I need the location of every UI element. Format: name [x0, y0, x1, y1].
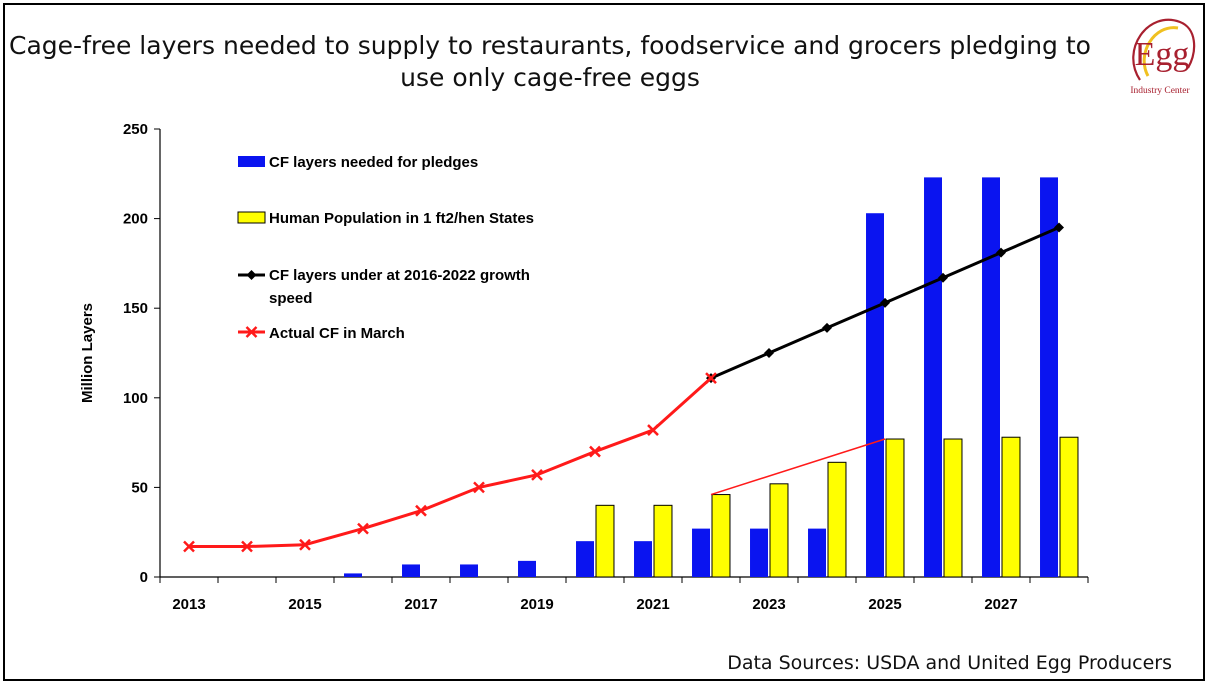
trend-annotation-line — [710, 438, 886, 496]
bar-pledges-2018 — [460, 564, 478, 577]
bar-pledges-2020 — [576, 541, 594, 577]
bar-population-2020 — [595, 504, 615, 578]
x-tick-label: 2027 — [984, 596, 1017, 613]
chart-title: Cage-free layers needed to supply to res… — [0, 30, 1100, 94]
x-tick-label: 2017 — [404, 596, 437, 613]
bar-pledges-2024 — [808, 528, 826, 577]
point-actual-2018 — [473, 481, 485, 494]
line-actual-series — [189, 376, 713, 549]
point-growth-2024 — [822, 322, 832, 333]
point-actual-2020 — [589, 445, 601, 458]
x-tick-label: 2021 — [636, 596, 669, 613]
bar-pledges-2025 — [866, 213, 884, 577]
x-tick-label: 2025 — [868, 596, 901, 613]
bar-pledges-2022 — [692, 528, 710, 577]
bar-population-2021 — [653, 504, 673, 578]
point-actual-2021 — [647, 424, 659, 436]
point-actual-2014 — [241, 540, 253, 553]
bar-population-2024 — [827, 461, 847, 578]
x-tick-label: 2019 — [520, 596, 553, 613]
legend-swatch-pledges — [238, 156, 265, 167]
legend-label-growth: CF layers under at 2016-2022 growth speed — [269, 267, 530, 307]
point-actual-2019 — [531, 468, 543, 481]
y-tick-label: 100 — [123, 390, 148, 407]
legend-marker-actual — [245, 326, 258, 338]
bar-pledges-2016 — [344, 573, 362, 577]
bar-pledges-2027 — [982, 177, 1000, 577]
y-tick-label: 0 — [140, 569, 148, 586]
bar-pledges-2017 — [402, 564, 420, 577]
bar-pledges-2023 — [750, 528, 768, 577]
point-growth-2023 — [764, 348, 774, 358]
legend-label-population: Human Population in 1 ft2/hen States — [269, 210, 534, 227]
point-actual-2017 — [415, 504, 427, 517]
bar-population-2028 — [1059, 436, 1079, 578]
legend-label-actual: Actual CF in March — [269, 325, 405, 342]
y-tick-label: 250 — [123, 121, 148, 138]
x-tick-label: 2023 — [752, 596, 785, 613]
legend-swatch-population — [237, 211, 266, 224]
bar-pledges-2019 — [518, 560, 536, 577]
bar-pledges-2026 — [924, 177, 942, 577]
point-actual-2013 — [183, 540, 195, 553]
x-tick-label: 2015 — [288, 596, 321, 613]
y-tick-label: 200 — [123, 211, 148, 228]
point-growth-2028 — [1054, 222, 1064, 233]
bar-pledges-2021 — [634, 541, 652, 577]
data-source-note: Data Sources: USDA and United Egg Produc… — [727, 652, 1172, 674]
logo-word: Egg — [1134, 36, 1190, 73]
point-actual-2022 — [705, 372, 717, 384]
title-line-2: use only cage-free eggs — [400, 63, 700, 92]
y-tick-label: 150 — [123, 300, 148, 317]
point-actual-2015 — [299, 538, 311, 551]
y-axis-label: Million Layers — [79, 303, 96, 403]
point-growth-2025 — [880, 297, 890, 308]
bar-population-2026 — [943, 438, 963, 578]
logo-subtitle: Industry Center — [1130, 86, 1190, 96]
point-growth-2027 — [996, 247, 1006, 258]
y-tick-label: 50 — [131, 479, 148, 496]
x-tick-label: 2013 — [172, 596, 205, 613]
logo-swoosh-icon — [1132, 18, 1196, 81]
bar-population-2025 — [885, 438, 905, 578]
legend-label-pledges: CF layers needed for pledges — [269, 154, 478, 171]
point-growth-2026 — [938, 272, 948, 283]
bar-population-2023 — [769, 483, 789, 578]
bar-population-2022 — [711, 494, 731, 578]
bar-pledges-2028 — [1040, 177, 1058, 577]
legend-marker-growth — [246, 270, 257, 280]
title-line-1: Cage-free layers needed to supply to res… — [9, 31, 1091, 60]
bar-population-2027 — [1001, 436, 1021, 578]
egg-industry-center-logo: Egg Industry Center — [1118, 10, 1202, 102]
point-actual-2016 — [357, 522, 369, 535]
